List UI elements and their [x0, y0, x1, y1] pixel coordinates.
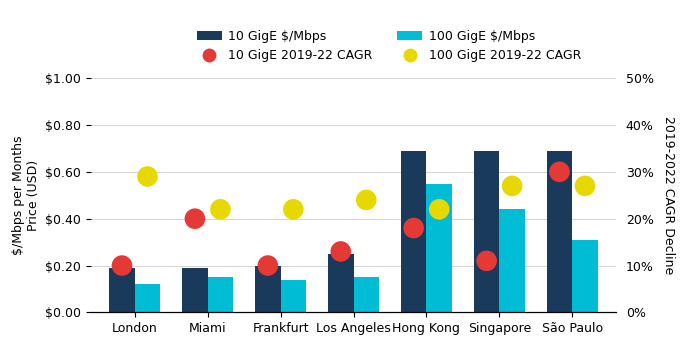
Y-axis label: $/Mbps per Months
Price (USD): $/Mbps per Months Price (USD)	[12, 136, 40, 255]
Point	[360, 197, 372, 203]
Point	[408, 225, 419, 231]
Bar	[281, 280, 306, 312]
Bar	[109, 268, 134, 312]
Legend: 10 GigE $/Mbps, 10 GigE 2019-22 CAGR, 100 GigE $/Mbps, 100 GigE 2019-22 CAGR: 10 GigE $/Mbps, 10 GigE 2019-22 CAGR, 10…	[192, 25, 586, 67]
Point	[215, 207, 226, 212]
Point	[288, 207, 299, 212]
Point	[142, 174, 153, 179]
Point	[335, 248, 346, 254]
Bar	[573, 240, 598, 312]
Point	[580, 183, 591, 189]
Bar	[208, 277, 233, 312]
Bar	[354, 277, 379, 312]
Point	[433, 207, 444, 212]
Bar	[182, 268, 208, 312]
Point	[481, 258, 492, 264]
Point	[507, 183, 518, 189]
Bar	[499, 209, 525, 312]
Bar	[426, 184, 452, 312]
Y-axis label: 2019-2022 CAGR Decline: 2019-2022 CAGR Decline	[662, 116, 675, 274]
Bar	[474, 151, 499, 312]
Bar	[401, 151, 426, 312]
Bar	[255, 266, 281, 312]
Point	[554, 169, 565, 175]
Bar	[547, 151, 573, 312]
Point	[116, 263, 127, 268]
Bar	[134, 284, 160, 312]
Bar	[328, 254, 354, 312]
Point	[189, 216, 200, 222]
Point	[262, 263, 274, 268]
